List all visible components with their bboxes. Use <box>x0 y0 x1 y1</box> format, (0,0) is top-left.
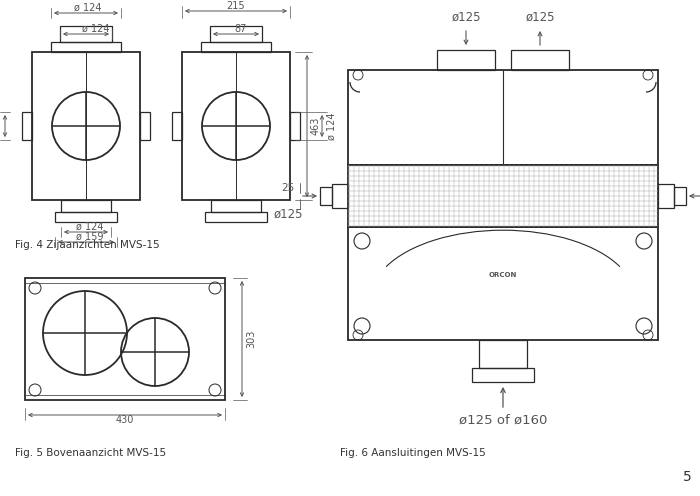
Text: Fig. 5 Bovenaanzicht MVS-15: Fig. 5 Bovenaanzicht MVS-15 <box>15 448 166 458</box>
Bar <box>140 112 150 140</box>
Text: 463: 463 <box>311 117 321 135</box>
Bar <box>348 70 658 165</box>
Bar <box>210 26 262 42</box>
Text: ø125 of ø160: ø125 of ø160 <box>458 414 547 427</box>
Bar <box>60 26 112 42</box>
Text: ø 159: ø 159 <box>76 232 104 242</box>
Bar <box>348 227 658 340</box>
Bar <box>32 52 140 200</box>
Bar <box>511 50 569 70</box>
Text: ø 124: ø 124 <box>0 112 1 140</box>
Text: ø 124: ø 124 <box>76 222 104 232</box>
Bar <box>55 212 117 222</box>
Text: 87: 87 <box>234 24 247 34</box>
Text: 430: 430 <box>116 415 134 425</box>
Text: ORCON: ORCON <box>489 272 517 278</box>
Bar <box>290 112 300 140</box>
Bar <box>172 112 182 140</box>
Bar <box>182 52 290 200</box>
Bar <box>479 340 527 368</box>
Bar <box>25 278 225 400</box>
Text: Fig. 6 Aansluitingen MVS-15: Fig. 6 Aansluitingen MVS-15 <box>340 448 486 458</box>
Bar <box>205 212 267 222</box>
Bar <box>332 184 348 208</box>
Text: Fig. 4 Zijaanzichten MVS-15: Fig. 4 Zijaanzichten MVS-15 <box>15 240 160 250</box>
Bar <box>61 200 111 212</box>
Text: ø125: ø125 <box>273 208 302 221</box>
Text: 215: 215 <box>227 1 245 11</box>
Bar <box>320 187 332 205</box>
Text: ø 124: ø 124 <box>74 3 102 13</box>
Bar <box>437 50 495 70</box>
Text: ø 124: ø 124 <box>327 112 337 140</box>
Text: ø125: ø125 <box>452 11 481 24</box>
Bar <box>51 42 121 52</box>
Bar <box>22 112 32 140</box>
Text: 303: 303 <box>246 330 256 348</box>
Bar <box>201 42 271 52</box>
Text: ø 124: ø 124 <box>83 24 110 34</box>
Bar <box>472 368 534 382</box>
Text: ø125: ø125 <box>525 11 554 24</box>
Bar <box>674 187 686 205</box>
Bar <box>658 184 674 208</box>
Bar <box>211 200 261 212</box>
Text: 5: 5 <box>683 470 692 484</box>
Bar <box>348 165 658 227</box>
Text: 25: 25 <box>281 183 295 193</box>
